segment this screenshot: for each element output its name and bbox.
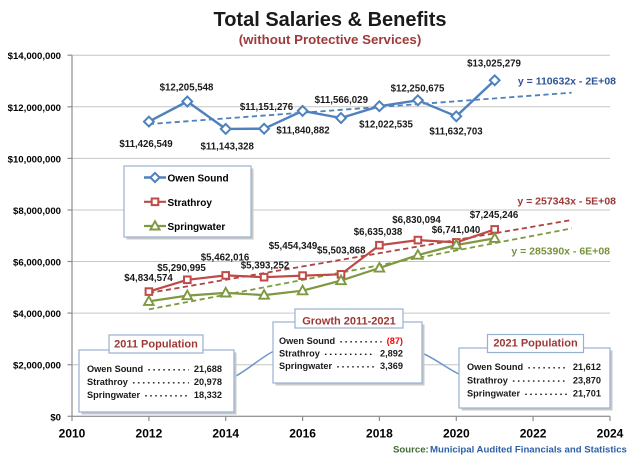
svg-text:2018: 2018 [366, 427, 393, 441]
svg-text:$6,000,000: $6,000,000 [13, 258, 61, 269]
svg-text:$5,290,995: $5,290,995 [157, 263, 206, 274]
svg-text:2010: 2010 [59, 427, 86, 441]
svg-text:Municipal Audited Financials a: Municipal Audited Financials and Statist… [430, 445, 627, 456]
svg-text:Owen Sound: Owen Sound [87, 364, 143, 374]
svg-text:$2,000,000: $2,000,000 [13, 361, 61, 372]
svg-text:3,369: 3,369 [380, 361, 403, 371]
svg-text:2,892: 2,892 [380, 349, 403, 359]
svg-text:2011 Population: 2011 Population [114, 339, 198, 351]
svg-text:2020: 2020 [443, 427, 470, 441]
svg-text:18,332: 18,332 [194, 390, 222, 400]
svg-text:(87): (87) [387, 336, 403, 346]
svg-text:2012: 2012 [136, 427, 163, 441]
svg-text:(without Protective Services): (without Protective Services) [239, 32, 422, 47]
svg-text:$11,632,703: $11,632,703 [429, 127, 483, 138]
svg-text:2016: 2016 [289, 427, 316, 441]
svg-text:Strathroy: Strathroy [467, 375, 509, 385]
svg-text:$14,000,000: $14,000,000 [8, 51, 61, 62]
svg-text:$6,635,038: $6,635,038 [354, 227, 403, 238]
svg-text:$6,741,040: $6,741,040 [432, 225, 481, 236]
svg-text:Source:: Source: [393, 445, 429, 456]
svg-text:Owen Sound: Owen Sound [279, 336, 335, 346]
svg-text:2014: 2014 [212, 427, 239, 441]
svg-text:$11,426,549: $11,426,549 [119, 139, 173, 150]
svg-text:2021 Population: 2021 Population [493, 338, 578, 350]
svg-text:$4,834,574: $4,834,574 [124, 273, 173, 284]
svg-text:$0: $0 [50, 412, 61, 423]
svg-text:$11,840,882: $11,840,882 [276, 126, 329, 137]
svg-text:Springwater: Springwater [279, 361, 333, 371]
svg-text:Springwater: Springwater [87, 390, 141, 400]
svg-text:Strathroy: Strathroy [168, 198, 213, 209]
svg-text:$11,143,328: $11,143,328 [201, 142, 255, 153]
svg-text:2022: 2022 [520, 427, 547, 441]
svg-text:y = 257343x - 5E+08: y = 257343x - 5E+08 [517, 196, 616, 208]
svg-text:Strathroy: Strathroy [87, 377, 129, 387]
svg-text:23,870: 23,870 [573, 375, 601, 385]
svg-text:y = 285390x - 6E+08: y = 285390x - 6E+08 [511, 246, 610, 258]
svg-text:$11,566,029: $11,566,029 [315, 95, 369, 106]
svg-text:Owen Sound: Owen Sound [168, 174, 229, 185]
svg-text:$5,462,016: $5,462,016 [201, 253, 250, 264]
svg-text:Total Salaries & Benefits: Total Salaries & Benefits [213, 9, 446, 31]
svg-text:$7,245,246: $7,245,246 [470, 210, 519, 221]
svg-text:$13,025,279: $13,025,279 [467, 59, 521, 70]
svg-text:$8,000,000: $8,000,000 [13, 206, 61, 217]
svg-text:$12,250,675: $12,250,675 [391, 84, 445, 95]
svg-text:$4,000,000: $4,000,000 [13, 309, 61, 320]
svg-text:2024: 2024 [597, 427, 624, 441]
svg-text:21,701: 21,701 [573, 389, 601, 399]
svg-text:20,978: 20,978 [194, 377, 222, 387]
svg-text:$5,503,868: $5,503,868 [317, 246, 366, 257]
svg-text:Springwater: Springwater [467, 389, 521, 399]
svg-text:Growth 2011-2021: Growth 2011-2021 [302, 316, 396, 328]
svg-text:$5,393,252: $5,393,252 [241, 261, 290, 272]
svg-text:Strathroy: Strathroy [279, 349, 321, 359]
svg-text:21,612: 21,612 [573, 362, 601, 372]
svg-text:Owen Sound: Owen Sound [467, 362, 523, 372]
svg-text:y = 110632x - 2E+08: y = 110632x - 2E+08 [518, 76, 616, 88]
svg-text:$10,000,000: $10,000,000 [8, 154, 61, 165]
svg-text:$11,151,276: $11,151,276 [240, 102, 294, 113]
svg-text:$12,205,548: $12,205,548 [160, 83, 214, 94]
svg-text:21,688: 21,688 [194, 364, 222, 374]
svg-text:$5,454,349: $5,454,349 [269, 241, 318, 252]
svg-text:$6,830,094: $6,830,094 [392, 215, 441, 226]
svg-text:$12,000,000: $12,000,000 [8, 103, 61, 114]
svg-text:$12,022,535: $12,022,535 [359, 120, 413, 131]
svg-text:Springwater: Springwater [168, 222, 226, 233]
